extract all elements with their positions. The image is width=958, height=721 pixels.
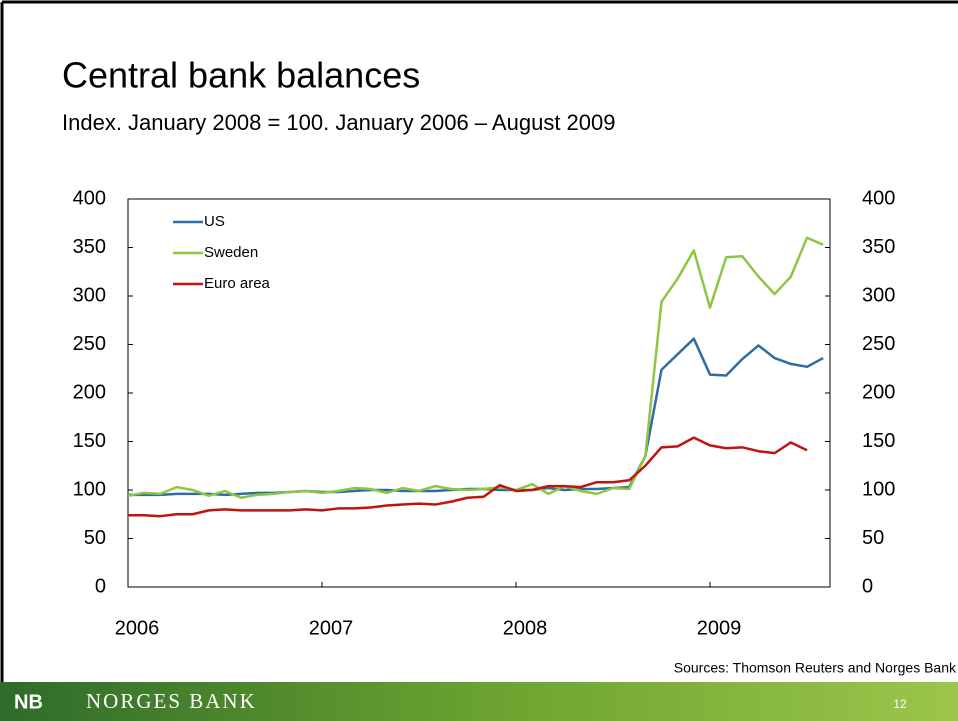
y-tick-label: 300 — [73, 284, 106, 306]
y2-tick-label: 200 — [862, 381, 895, 403]
y2-tick-label: 400 — [862, 187, 895, 209]
x-tick-label: 2008 — [503, 617, 548, 639]
footer-band — [0, 682, 958, 721]
y2-tick-label: 0 — [862, 575, 873, 597]
chart-subtitle: Index. January 2008 = 100. January 2006 … — [62, 110, 615, 135]
x-tick-label: 2006 — [115, 617, 160, 639]
page-number: 12 — [893, 697, 907, 711]
y-tick-label: 50 — [84, 527, 106, 549]
y-tick-label: 350 — [73, 236, 106, 258]
x-tick-label: 2007 — [309, 617, 354, 639]
footer-bank: NORGES BANK — [86, 689, 257, 713]
series-line — [128, 337, 824, 497]
y2-tick-label: 250 — [862, 333, 895, 355]
y-tick-label: 200 — [73, 381, 106, 403]
legend-label: Sweden — [204, 244, 258, 261]
y-tick-label: 250 — [73, 333, 106, 355]
y2-tick-label: 300 — [862, 284, 895, 306]
y2-tick-label: 100 — [862, 478, 895, 500]
y-tick-label: 150 — [73, 430, 106, 452]
y-tick-label: 0 — [95, 575, 106, 597]
footer-logo-mark: NB — [14, 691, 43, 713]
y-tick-label: 400 — [73, 187, 106, 209]
y-tick-label: 100 — [73, 478, 106, 500]
series-line — [127, 236, 824, 500]
legend-label: Euro area — [204, 275, 271, 292]
chart-title: Central bank balances — [62, 55, 420, 96]
source-note: Sources: Thomson Reuters and Norges Bank — [674, 660, 957, 676]
y2-tick-label: 150 — [862, 430, 895, 452]
y2-tick-label: 350 — [862, 236, 895, 258]
legend-label: US — [204, 213, 225, 230]
y2-tick-label: 50 — [862, 527, 884, 549]
series-line — [128, 436, 808, 518]
x-tick-label: 2009 — [697, 617, 742, 639]
